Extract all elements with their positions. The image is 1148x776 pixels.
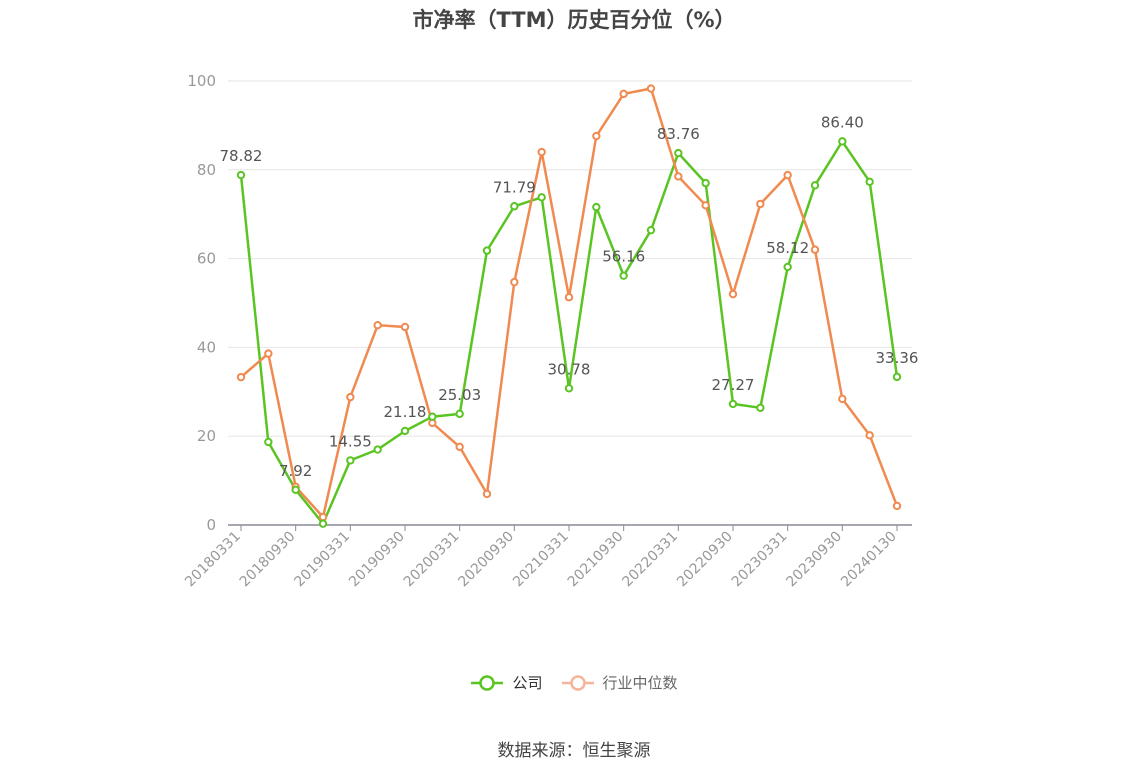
company-data-point (291, 485, 300, 495)
data-label: 71.79 (493, 178, 536, 196)
y-tick-label: 0 (206, 516, 216, 534)
x-tick-label: 20190930 (346, 529, 408, 591)
company-data-point (346, 456, 355, 465)
y-tick-label: 40 (197, 338, 216, 356)
company-data-point (482, 246, 492, 255)
industry-data-point (537, 147, 546, 157)
industry-data-point (892, 501, 902, 511)
data-label: 30.78 (548, 360, 591, 378)
legend-item-company[interactable]: 公司 (470, 672, 543, 693)
x-tick-label: 20240130 (838, 529, 900, 591)
legend-industry-label: 行业中位数 (602, 674, 678, 692)
company-data-point (783, 262, 792, 272)
company-data-point (865, 177, 874, 186)
legend: 公司 行业中位数 (0, 672, 1148, 693)
company-data-point (892, 372, 902, 382)
company-data-point (236, 170, 246, 180)
y-tick-label: 100 (187, 72, 216, 90)
company-data-point (646, 225, 656, 235)
industry-data-point (674, 172, 683, 181)
chart-title: 市净率（TTM）历史百分位（%） (412, 8, 736, 32)
x-tick-label: 20220930 (674, 529, 736, 591)
axes: 0 20 40 60 80 100 2018033120180930201903312019… (182, 72, 912, 590)
company-data-point (455, 409, 464, 419)
industry-data-point (346, 392, 355, 402)
company-data-point (318, 519, 328, 528)
data-label: 56.16 (602, 248, 645, 266)
data-labels: 78.82 7.92 14.55 21.18 25.03 71.79 30.78 56.16 8… (220, 113, 919, 479)
x-tick-label: 20230930 (783, 529, 845, 591)
company-data-point (428, 412, 437, 421)
legend-item-industry[interactable]: 行业中位数 (561, 672, 678, 693)
x-tick-label: 20190331 (291, 529, 353, 591)
y-tick-label: 60 (197, 250, 216, 268)
industry-data-point (400, 322, 410, 332)
industry-data-point (783, 170, 792, 180)
company-data-point (400, 426, 410, 436)
y-tick-label: 80 (197, 161, 216, 179)
company-data-point (619, 271, 628, 280)
series-line-company (239, 140, 899, 525)
x-tick-label: 20230331 (729, 529, 791, 591)
industry-data-point (455, 442, 464, 452)
legend-industry-marker-icon (561, 674, 594, 691)
data-label: 7.92 (279, 462, 312, 480)
series-lines (236, 84, 902, 528)
industry-data-point (373, 321, 382, 330)
industry-data-point (865, 431, 874, 440)
company-data-point (838, 137, 847, 146)
series-line-industry (240, 87, 899, 519)
x-tick-label: 20220331 (619, 529, 681, 591)
company-data-point (756, 403, 765, 412)
company-data-point (810, 181, 820, 190)
industry-data-point (646, 84, 656, 93)
data-label: 78.82 (220, 147, 263, 165)
x-tick-label: 20180331 (182, 529, 244, 591)
company-data-point (728, 399, 738, 409)
x-tick-label: 20200930 (455, 529, 517, 591)
industry-data-point (728, 289, 738, 299)
industry-data-point (236, 372, 246, 382)
industry-data-point (810, 245, 820, 254)
data-label: 58.12 (766, 239, 809, 257)
industry-data-point (592, 131, 601, 141)
data-label: 83.76 (657, 125, 700, 143)
y-tick-label: 20 (197, 427, 216, 445)
company-data-point (674, 148, 683, 158)
x-tick-label: 20210331 (510, 529, 572, 591)
company-data-point (373, 445, 382, 454)
x-tick-label: 20180930 (237, 529, 299, 591)
data-source-note: 数据来源：恒生聚源 (497, 741, 651, 761)
x-tick-label: 20200331 (401, 529, 463, 591)
x-tick-label: 20210930 (565, 529, 627, 591)
data-label: 86.40 (821, 113, 864, 131)
company-data-point (564, 384, 574, 393)
company-data-point (701, 178, 710, 188)
industry-data-point (838, 394, 847, 404)
industry-data-point (482, 489, 492, 499)
industry-data-point (264, 349, 273, 358)
industry-data-point (756, 199, 765, 209)
industry-data-point (564, 293, 574, 302)
company-data-point (537, 193, 546, 202)
data-label: 21.18 (384, 403, 427, 421)
data-label: 25.03 (438, 386, 481, 404)
line-chart: 0 20 40 60 80 100 2018033120180930201903312019… (182, 72, 919, 590)
company-data-point (592, 202, 601, 212)
legend-company-marker-icon (471, 674, 504, 691)
industry-data-point (701, 201, 710, 210)
industry-data-point (619, 89, 628, 99)
industry-data-point (510, 277, 519, 287)
industry-data-point (318, 512, 328, 522)
company-data-point (264, 437, 273, 447)
legend-company-label: 公司 (512, 674, 543, 692)
data-label: 33.36 (876, 349, 919, 367)
data-label: 14.55 (329, 432, 372, 450)
data-label: 27.27 (712, 376, 755, 394)
company-data-point (510, 202, 519, 211)
